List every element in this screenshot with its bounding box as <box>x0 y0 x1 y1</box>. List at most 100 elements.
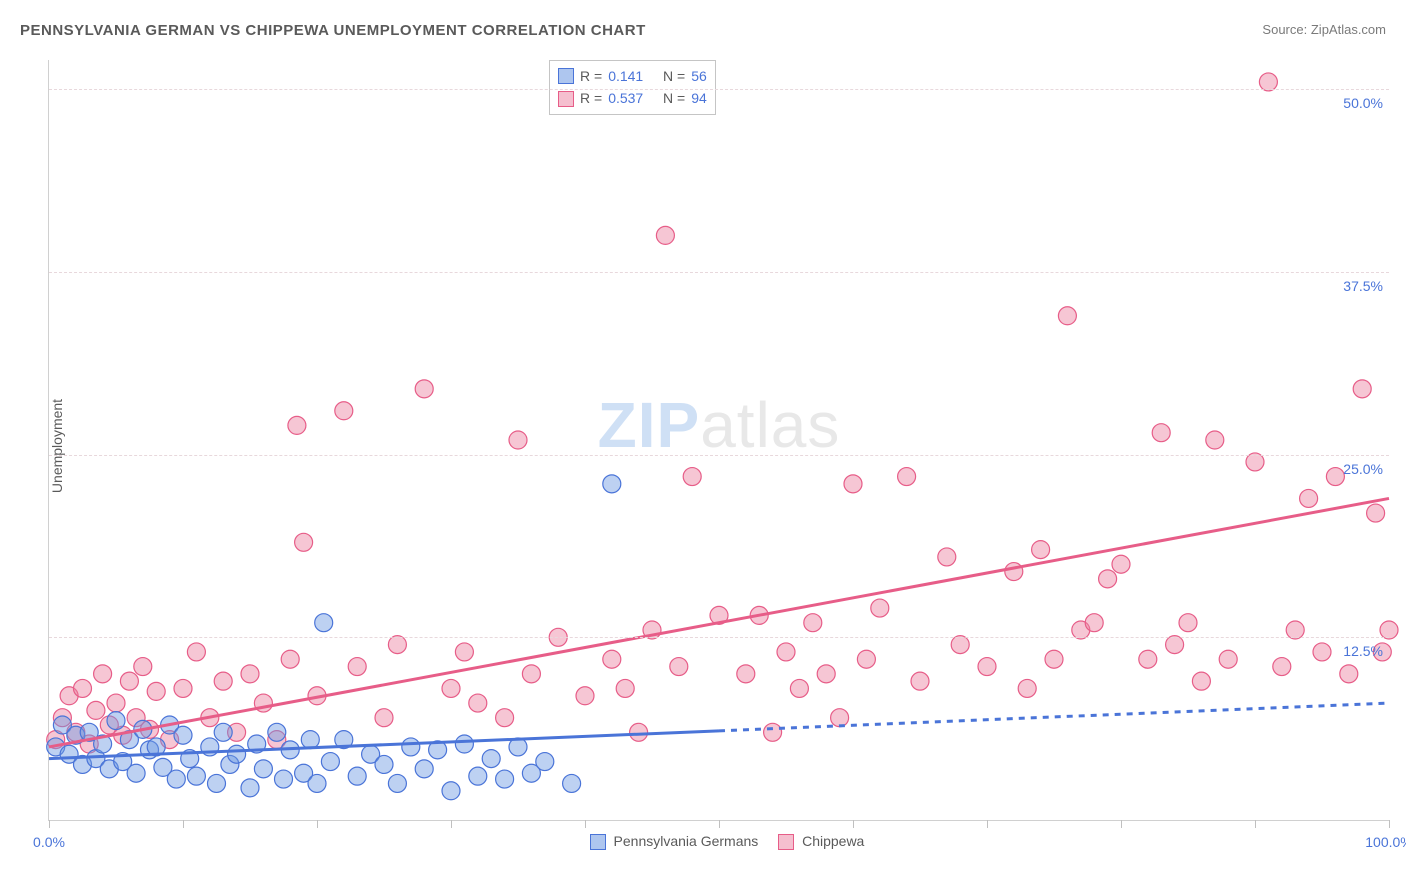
data-point <box>898 468 916 486</box>
data-point <box>616 679 634 697</box>
data-point <box>1099 570 1117 588</box>
data-point <box>522 665 540 683</box>
data-point <box>134 658 152 676</box>
data-point <box>1139 650 1157 668</box>
x-tick <box>987 820 988 828</box>
y-tick-label: 50.0% <box>1343 95 1391 111</box>
x-tick <box>585 820 586 828</box>
source-name: ZipAtlas.com <box>1311 22 1386 37</box>
data-point <box>321 753 339 771</box>
y-tick-label: 12.5% <box>1343 643 1391 659</box>
x-tick <box>1255 820 1256 828</box>
data-point <box>563 774 581 792</box>
gridline <box>49 89 1389 90</box>
data-point <box>630 723 648 741</box>
data-point <box>1340 665 1358 683</box>
data-point <box>1326 468 1344 486</box>
data-point <box>375 755 393 773</box>
data-point <box>1045 650 1063 668</box>
data-point <box>1005 563 1023 581</box>
data-point <box>938 548 956 566</box>
x-tick <box>451 820 452 828</box>
stat-legend: R = 0.141 N = 56 R = 0.537 N = 94 <box>549 60 716 115</box>
data-point <box>831 709 849 727</box>
data-point <box>295 533 313 551</box>
data-point <box>455 735 473 753</box>
data-point <box>496 709 514 727</box>
data-point <box>94 665 112 683</box>
data-point <box>603 475 621 493</box>
data-point <box>911 672 929 690</box>
data-point <box>107 712 125 730</box>
data-point <box>241 665 259 683</box>
gridline <box>49 455 1389 456</box>
data-point <box>167 770 185 788</box>
gridline <box>49 637 1389 638</box>
data-point <box>174 726 192 744</box>
data-point <box>301 731 319 749</box>
data-point <box>951 636 969 654</box>
data-point <box>509 431 527 449</box>
stat-r-label: R = <box>580 65 602 87</box>
data-point <box>683 468 701 486</box>
stat-r-label-2: R = <box>580 87 602 109</box>
data-point <box>348 658 366 676</box>
data-point <box>656 226 674 244</box>
legend-swatch-ch-icon <box>778 834 794 850</box>
data-point <box>1246 453 1264 471</box>
data-point <box>147 682 165 700</box>
data-point <box>496 770 514 788</box>
data-point <box>1300 489 1318 507</box>
data-point <box>315 614 333 632</box>
data-point <box>857 650 875 668</box>
data-point <box>978 658 996 676</box>
stat-n-ch: 94 <box>691 87 707 109</box>
data-point <box>844 475 862 493</box>
data-point <box>214 672 232 690</box>
x-tick <box>853 820 854 828</box>
data-point <box>777 643 795 661</box>
data-point <box>187 643 205 661</box>
data-point <box>74 679 92 697</box>
data-point <box>1259 73 1277 91</box>
data-point <box>804 614 822 632</box>
data-point <box>536 753 554 771</box>
data-point <box>790 679 808 697</box>
data-point <box>576 687 594 705</box>
data-point <box>87 701 105 719</box>
stat-n-label-2: N = <box>663 87 685 109</box>
data-point <box>348 767 366 785</box>
data-point <box>1206 431 1224 449</box>
trend-line <box>719 703 1389 731</box>
stat-r-ch: 0.537 <box>608 87 643 109</box>
data-point <box>1192 672 1210 690</box>
gridline <box>49 272 1389 273</box>
stat-r-pg: 0.141 <box>608 65 643 87</box>
data-point <box>737 665 755 683</box>
stat-n-label: N = <box>663 65 685 87</box>
data-point <box>388 636 406 654</box>
x-tick-label-right: 100.0% <box>1365 834 1406 850</box>
swatch-pg-icon <box>558 68 574 84</box>
source-label: Source: <box>1262 22 1307 37</box>
data-point <box>455 643 473 661</box>
data-point <box>254 760 272 778</box>
data-point <box>415 380 433 398</box>
legend-label-ch: Chippewa <box>802 833 864 849</box>
page-title: PENNSYLVANIA GERMAN VS CHIPPEWA UNEMPLOY… <box>20 22 646 39</box>
data-point <box>241 779 259 797</box>
data-point <box>1112 555 1130 573</box>
data-point <box>1179 614 1197 632</box>
data-point <box>187 767 205 785</box>
data-point <box>308 774 326 792</box>
data-point <box>764 723 782 741</box>
data-point <box>442 782 460 800</box>
data-point <box>482 750 500 768</box>
data-point <box>281 650 299 668</box>
data-point <box>1219 650 1237 668</box>
x-tick <box>317 820 318 828</box>
data-point <box>335 402 353 420</box>
data-point <box>174 679 192 697</box>
y-tick-label: 37.5% <box>1343 278 1391 294</box>
data-point <box>603 650 621 668</box>
